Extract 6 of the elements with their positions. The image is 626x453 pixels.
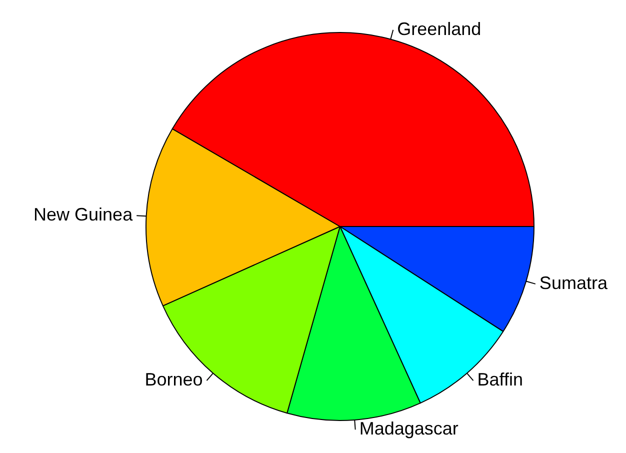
slice-label: Greenland xyxy=(397,18,482,39)
slice-label: Baffin xyxy=(477,370,523,390)
slice-label: Madagascar xyxy=(359,418,458,439)
slice-label: Borneo xyxy=(144,370,203,390)
slice-label: New Guinea xyxy=(34,204,134,225)
slice-label: Sumatra xyxy=(539,272,608,293)
